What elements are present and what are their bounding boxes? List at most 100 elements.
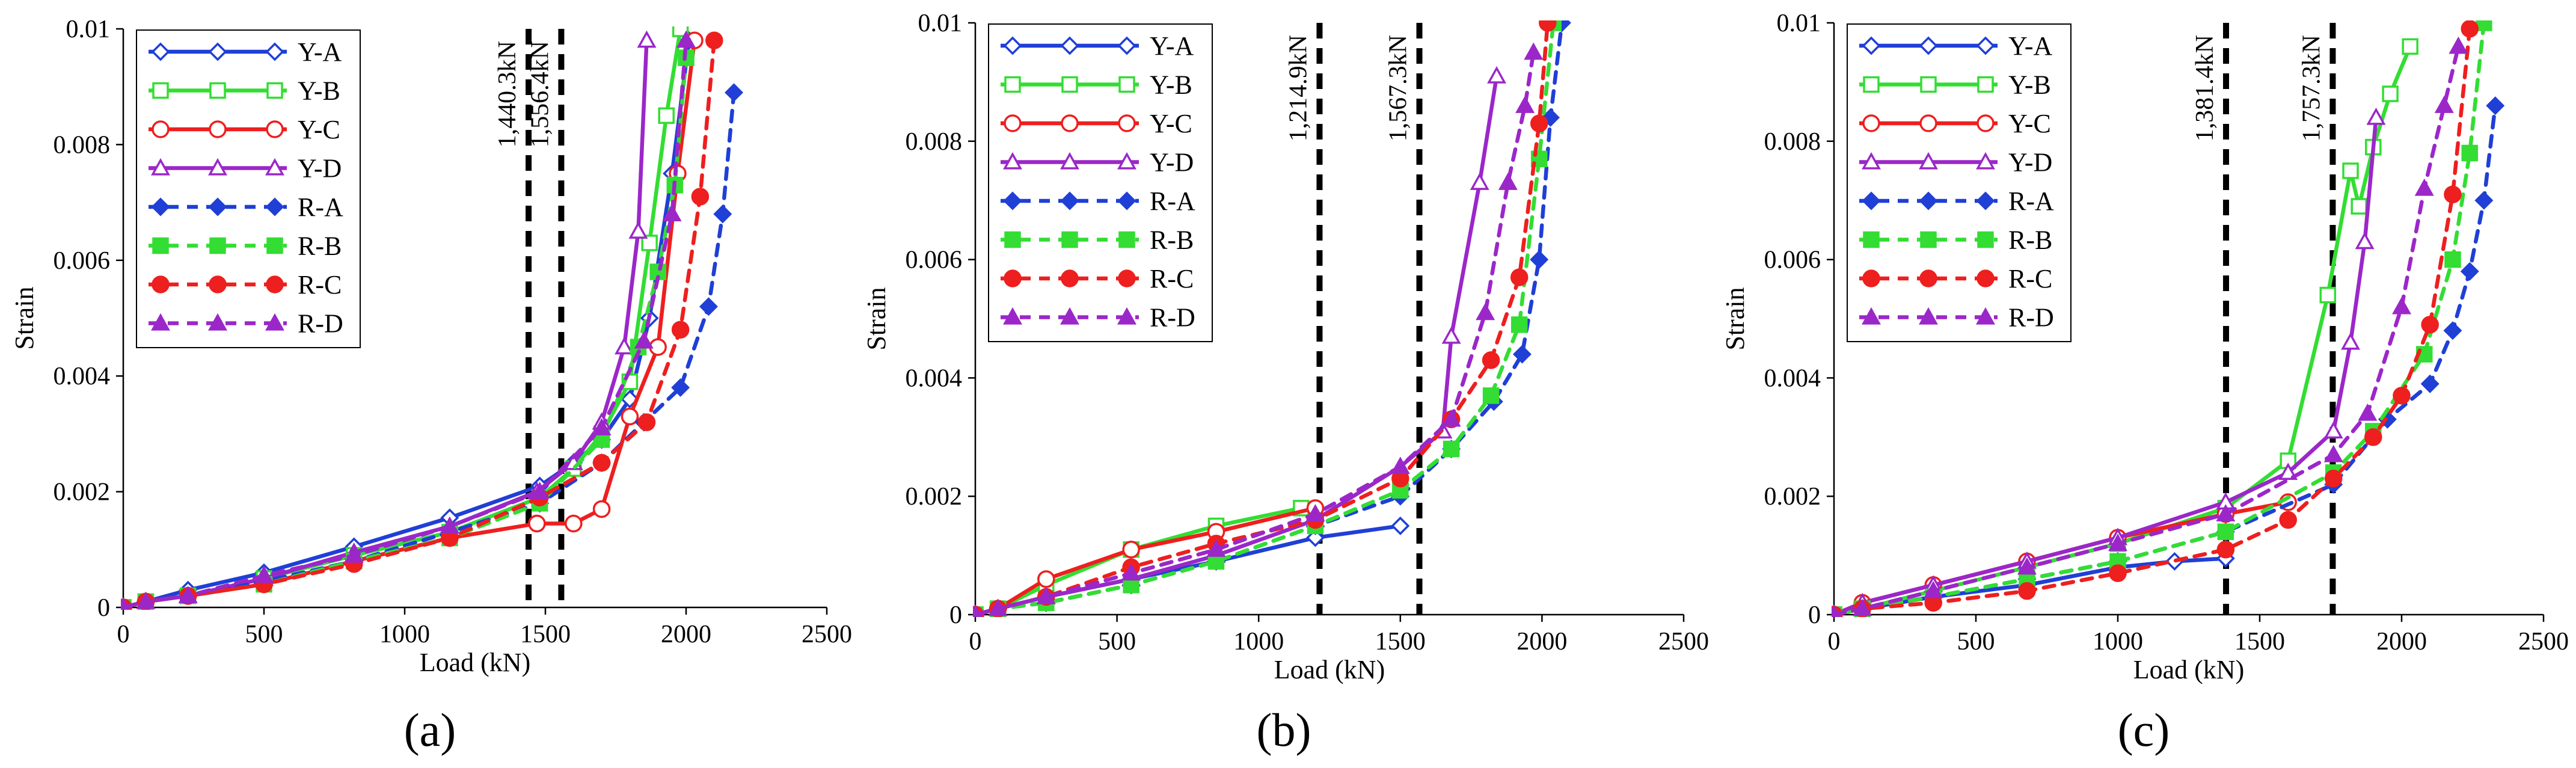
reference-line-label: 1,757.3kN (2298, 35, 2325, 141)
data-point-r-d (136, 591, 156, 609)
series-r-d (121, 30, 696, 610)
legend-marker (1862, 307, 1881, 325)
legend-label: Y-C (298, 115, 340, 144)
legend-item: Y-D (1859, 148, 2052, 177)
data-point-r-d (2216, 504, 2236, 521)
legend-item: Y-C (149, 115, 340, 144)
legend-label: R-C (2008, 264, 2052, 293)
data-point-r-c (671, 321, 690, 339)
legend-marker (1977, 76, 1994, 93)
data-point-r-d (440, 516, 459, 534)
data-point-r-d (1832, 604, 1841, 617)
legend-item: Y-B (1001, 70, 1192, 100)
data-point-r-c (2324, 469, 2343, 488)
y-axis-label: Strain (862, 287, 891, 350)
data-point-r-c (2216, 541, 2235, 559)
x-tick-label: 1000 (2093, 628, 2143, 656)
data-point-r-d (1515, 96, 1535, 113)
plot-area (121, 26, 744, 610)
legend-item: Y-A (1001, 31, 1194, 61)
legend-label: R-B (2008, 226, 2052, 255)
legend-marker (1919, 114, 1937, 132)
legend-item: R-D (1001, 303, 1195, 333)
legend-box (988, 23, 1213, 342)
data-point-r-a (2486, 96, 2505, 115)
legend-marker (1977, 231, 1994, 248)
data-point-y-d (1470, 173, 1489, 190)
legend-label: R-B (298, 232, 342, 261)
legend-item: R-C (149, 270, 342, 300)
data-point-y-c (592, 500, 611, 518)
data-point-r-a (671, 378, 690, 397)
data-point-r-c (1482, 351, 1500, 369)
series-line-r-b (1832, 20, 2486, 617)
legend-marker (208, 42, 227, 61)
data-point-r-b (2444, 251, 2461, 268)
legend-label: R-B (1150, 226, 1194, 255)
legend-item: Y-D (149, 154, 342, 183)
legend-label: R-D (1150, 303, 1195, 333)
legend-marker (1862, 269, 1880, 287)
x-tick-label: 0 (1828, 628, 1841, 656)
legend-marker (1976, 152, 1995, 170)
legend-marker (1976, 36, 1995, 55)
x-tick-label: 2000 (1516, 628, 1567, 656)
data-point-r-b (2217, 523, 2234, 540)
data-point-r-d (1390, 456, 1410, 475)
x-tick-label: 0 (969, 628, 982, 656)
legend-item: Y-A (1859, 31, 2053, 61)
legend-label: Y-B (2008, 70, 2051, 100)
legend-marker (1862, 191, 1881, 210)
data-point-r-d (530, 481, 550, 499)
legend-marker (208, 313, 227, 331)
data-point-y-d (628, 221, 648, 239)
legend-marker (266, 275, 284, 293)
legend-marker (1060, 152, 1079, 170)
legend-item: Y-B (149, 76, 340, 106)
x-tick-label: 1000 (1233, 628, 1284, 656)
data-point-y-d (2278, 462, 2298, 480)
legend-marker (152, 237, 169, 254)
data-point-y-a (1391, 516, 1410, 535)
data-point-r-d (2392, 296, 2411, 315)
x-tick-label: 1500 (2234, 628, 2285, 656)
data-point-r-d (121, 597, 130, 610)
data-point-r-c (691, 188, 710, 206)
x-tick-label: 1500 (1375, 628, 1426, 656)
data-point-r-d (254, 565, 274, 583)
chart-panel-3: 0 500 1000 1500 2000 2500 0 0.002 0.004 0.006 0.00… (1720, 10, 2569, 756)
legend-label: R-C (298, 270, 342, 300)
data-point-y-d (615, 337, 634, 355)
data-point-r-c (2393, 387, 2411, 405)
data-point-r-c (1510, 268, 1529, 286)
legend-marker (1118, 231, 1135, 248)
y-tick-label: 0.002 (54, 479, 111, 506)
data-point-y-b (2319, 286, 2337, 304)
legend-marker (152, 275, 170, 293)
legend-label: Y-D (1150, 148, 1194, 177)
data-point-y-c (621, 407, 639, 426)
chart-panel-2: 0 500 1000 1500 2000 2500 0 0.002 0.004 0.006 0.00… (862, 10, 1709, 756)
legend-marker (151, 197, 170, 217)
legend-item: R-A (1001, 186, 1195, 216)
y-tick-label: 0.01 (1777, 10, 1821, 37)
y-tick-label: 0.006 (1764, 247, 1821, 274)
data-point-r-a (2420, 374, 2440, 393)
data-point-y-b (2351, 198, 2367, 215)
x-tick-label: 0 (117, 621, 130, 648)
legend-marker (1976, 307, 1995, 325)
plot-area (1832, 20, 2505, 617)
data-point-y-c (1122, 541, 1140, 559)
legend-marker (1976, 114, 1995, 132)
data-point-r-c (2109, 564, 2127, 582)
data-point-y-b (672, 26, 689, 37)
legend-label: R-D (298, 309, 343, 339)
data-point-r-c (2461, 20, 2479, 38)
legend-marker (1919, 307, 1938, 325)
legend-marker (1920, 231, 1937, 248)
data-point-r-a (699, 297, 718, 316)
data-point-r-d (988, 598, 1008, 616)
legend-label: Y-C (2008, 109, 2051, 138)
data-point-y-b (658, 107, 675, 124)
